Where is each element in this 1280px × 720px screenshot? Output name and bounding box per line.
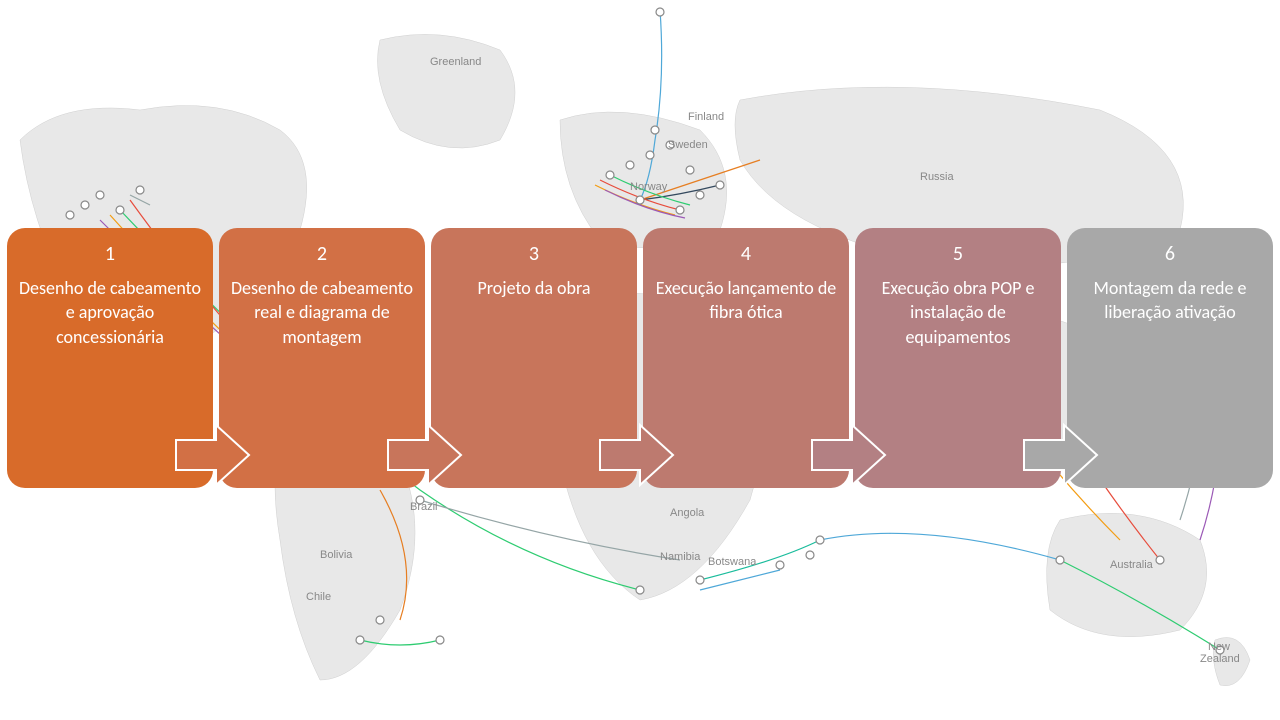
- map-label-greenland: Greenland: [430, 56, 481, 68]
- step-number: 2: [229, 242, 415, 266]
- arrow-icon: [595, 420, 675, 490]
- step-number: 3: [441, 242, 627, 266]
- arrow-icon: [1019, 420, 1099, 490]
- map-label-brazil: Brazil: [410, 501, 438, 513]
- map-label-nz2: Zealand: [1200, 653, 1240, 665]
- process-step-1: 1 Desenho de cabeamento e aprovação conce…: [7, 228, 213, 488]
- map-label-nz1: New: [1208, 641, 1230, 653]
- arrow-icon: [171, 420, 251, 490]
- step-text: Projeto da obra: [441, 276, 627, 300]
- step-number: 5: [865, 242, 1051, 266]
- map-label-norway: Norway: [630, 181, 668, 193]
- map-label-bolivia: Bolivia: [320, 549, 353, 561]
- step-text: Montagem da rede e liberação ativação: [1077, 276, 1263, 325]
- map-label-sweden: Sweden: [668, 139, 708, 151]
- map-label-chile: Chile: [306, 591, 331, 603]
- arrow-icon: [383, 420, 463, 490]
- step-number: 6: [1077, 242, 1263, 266]
- step-number: 1: [17, 242, 203, 266]
- map-label-botswana: Botswana: [708, 556, 757, 568]
- arrow-icon: [807, 420, 887, 490]
- step-number: 4: [653, 242, 839, 266]
- step-text: Execução obra POP e instalação de equipa…: [865, 276, 1051, 349]
- map-label-namibia: Namibia: [660, 551, 701, 563]
- step-text: Execução lançamento de fibra ótica: [653, 276, 839, 325]
- step-text: Desenho de cabeamento e aprovação conces…: [17, 276, 203, 349]
- map-label-australia: Australia: [1110, 559, 1154, 571]
- map-label-finland: Finland: [688, 111, 724, 123]
- map-label-angola: Angola: [670, 507, 705, 519]
- process-steps: 1 Desenho de cabeamento e aprovação conce…: [0, 228, 1280, 488]
- map-label-russia: Russia: [920, 171, 955, 183]
- step-text: Desenho de cabeamento real e diagrama de…: [229, 276, 415, 349]
